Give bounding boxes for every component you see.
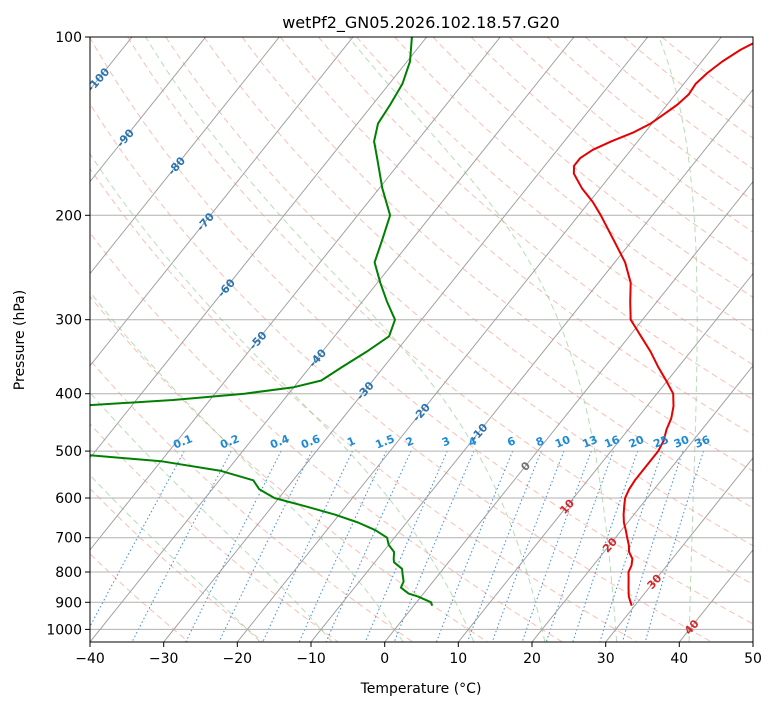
x-axis-title: Temperature (°C) (360, 681, 482, 697)
y-axis-title: Pressure (hPa) (12, 290, 28, 390)
mixing-ratio-label: 2 (404, 434, 416, 449)
x-tick-label: −30 (149, 651, 179, 667)
mixing-ratio-line (298, 450, 387, 642)
x-tick-label: 10 (449, 651, 467, 667)
y-tick-label: 800 (55, 565, 82, 581)
isotherm-gridline (90, 37, 575, 642)
x-tick-label: 0 (380, 651, 389, 667)
x-tick-label: 40 (670, 651, 688, 667)
mixing-ratio-line (218, 450, 313, 642)
isotherm-gridline (310, 88, 753, 642)
moist-adiabat-line (145, 37, 546, 642)
mixing-ratio-line (521, 450, 592, 642)
moist-adiabat-line (90, 291, 404, 642)
y-axis: 100 200 300 400 500 600 700 800 900 1000 (46, 30, 90, 638)
y-tick-label: 200 (55, 208, 82, 224)
mixing-ratio-label: 30 (672, 433, 691, 451)
dry-adiabat-line (90, 167, 638, 642)
dry-adiabat-line (127, 37, 753, 586)
moist-adiabat-line (90, 153, 475, 642)
mixing-ratio-label: 13 (580, 433, 599, 451)
moist-adiabat-line (90, 474, 261, 642)
mixing-ratio-line (262, 450, 353, 642)
isotherm-gridline (384, 180, 753, 642)
mixing-ratio-label: 20 (627, 433, 646, 451)
y-tick-label: 400 (55, 387, 82, 403)
isotherm-gridline (90, 37, 501, 551)
isotherm-gridline (90, 37, 280, 275)
mixing-ratio-label: 10 (553, 433, 572, 451)
isotherm-gridline (236, 37, 722, 642)
mixing-ratio-label: 1 (345, 434, 357, 449)
dry-adiabat-line (90, 37, 753, 625)
y-tick-label: 700 (55, 531, 82, 547)
plot-area (90, 37, 753, 642)
mixing-ratio-label: 3 (440, 434, 452, 449)
sounding-profiles (90, 37, 753, 607)
mixing-ratio-label: 8 (534, 434, 546, 449)
dry-adiabat-line (394, 37, 753, 332)
dry-adiabat-line (90, 231, 563, 642)
isotherm-gridline (605, 457, 753, 642)
dry-adiabat-line (90, 103, 712, 642)
mixing-ratio-label: 25 (652, 433, 671, 451)
dry-adiabat-line (203, 37, 753, 509)
isotherm-gridline (457, 272, 753, 642)
y-tick-label: 600 (55, 491, 82, 507)
y-tick-label: 900 (55, 595, 82, 611)
isotherm-gridline (90, 37, 207, 183)
moist-adiabat-line (658, 37, 698, 642)
mixing-ratio-label: 36 (693, 433, 712, 451)
dewpoint-profile-line (90, 37, 434, 606)
x-axis: −40 −30 −20 −10 0 10 20 30 40 50 (75, 642, 762, 667)
x-tick-label: 20 (523, 651, 541, 667)
y-tick-label: 300 (55, 313, 82, 329)
plot-frame (89, 36, 754, 643)
isotherm-gridline (531, 364, 753, 642)
x-tick-label: −20 (223, 651, 253, 667)
mixing-ratio-line (599, 450, 663, 642)
mixing-ratio-line (435, 450, 514, 642)
x-tick-label: 50 (744, 651, 762, 667)
mixing-ratio-line (467, 450, 542, 642)
y-tick-label: 100 (55, 30, 82, 46)
isotherm-gridline (90, 37, 428, 459)
x-tick-label: −40 (75, 651, 105, 667)
x-tick-label: −10 (296, 651, 326, 667)
mixing-ratio-line (185, 450, 282, 642)
y-tick-label: 500 (55, 444, 82, 460)
grid-lines (0, 37, 753, 642)
x-tick-label: 30 (597, 651, 615, 667)
temperature-profile-line (572, 42, 753, 607)
dry-adiabat-line (90, 487, 264, 642)
y-tick-label: 1000 (46, 622, 82, 638)
isotherm-gridline (752, 641, 753, 642)
mixing-ratio-line (90, 450, 185, 628)
isotherm-gridline (90, 37, 354, 367)
isotherm-gridline (163, 37, 649, 642)
dry-adiabat-line (241, 37, 753, 472)
mixing-ratio-line (572, 450, 639, 642)
dry-adiabat-line (432, 37, 753, 298)
chart-title: wetPf2_GN05.2026.102.18.57.G20 (282, 13, 560, 33)
mixing-ratio-label: 16 (603, 433, 622, 451)
isotherm-gridline (0, 37, 58, 642)
